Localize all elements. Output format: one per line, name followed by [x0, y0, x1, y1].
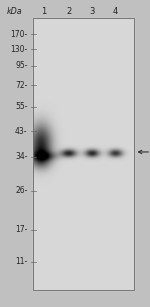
Text: 4: 4: [113, 7, 118, 16]
Bar: [33, 18, 134, 290]
Text: 26-: 26-: [15, 186, 28, 196]
Bar: [33, 18, 134, 290]
Text: 72-: 72-: [15, 81, 28, 90]
Text: 95-: 95-: [15, 61, 28, 70]
Text: 43-: 43-: [15, 127, 28, 136]
Text: 17-: 17-: [15, 225, 28, 234]
Text: 1: 1: [41, 7, 46, 16]
Text: 3: 3: [90, 7, 95, 16]
Text: 130-: 130-: [10, 45, 28, 54]
Text: 11-: 11-: [15, 257, 28, 266]
Text: kDa: kDa: [7, 7, 22, 16]
Text: 2: 2: [66, 7, 72, 16]
Text: 55-: 55-: [15, 102, 28, 111]
Text: 170-: 170-: [10, 30, 28, 39]
Text: 34-: 34-: [15, 152, 28, 161]
